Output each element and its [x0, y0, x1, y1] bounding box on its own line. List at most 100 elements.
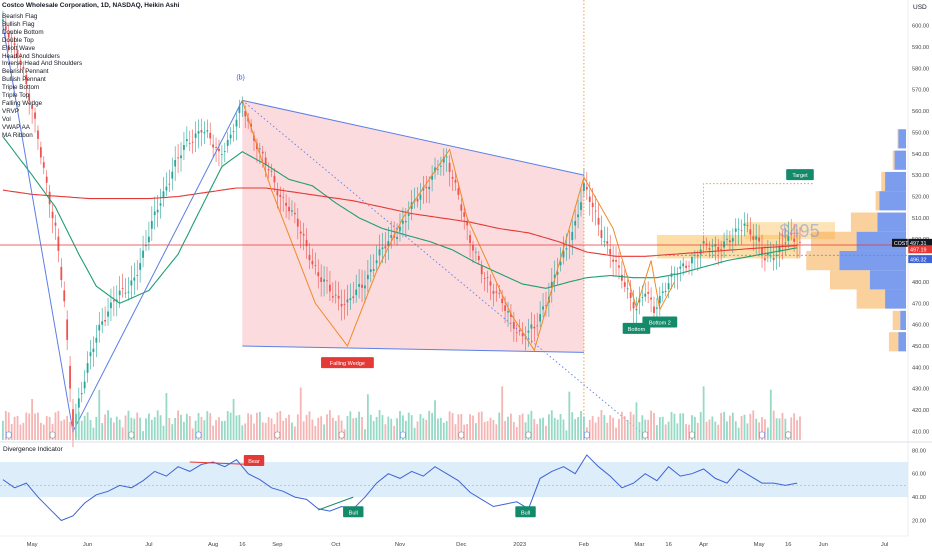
candle-body — [229, 134, 232, 139]
volume-bar — [45, 415, 48, 440]
candle-body — [737, 228, 740, 230]
cost-price-badge-prefix: COST — [894, 241, 909, 247]
candle-body — [235, 119, 238, 127]
volume-bar — [124, 415, 127, 440]
volume-bar — [474, 423, 477, 440]
volume-bar — [153, 417, 156, 440]
candle-body — [653, 306, 655, 313]
candle-body — [226, 139, 229, 146]
event-marker — [458, 431, 465, 439]
volume-bar — [448, 411, 451, 440]
candle-body — [425, 186, 428, 189]
volume-bar — [375, 416, 378, 440]
volume-bar — [188, 415, 191, 440]
elliott-wave-label: (b) — [236, 74, 245, 81]
volume-bar — [708, 419, 711, 440]
candle-body — [89, 352, 92, 357]
bear-divergence-line — [189, 461, 249, 465]
price-tick-label: 510.00 — [912, 216, 929, 222]
candle-body — [349, 298, 352, 300]
candle-body — [72, 409, 74, 433]
volume-bar — [775, 418, 778, 440]
volume-bar — [34, 413, 36, 440]
candle-body — [623, 282, 626, 287]
volume-bar — [77, 411, 80, 440]
volume-bar — [749, 413, 752, 440]
event-marker — [584, 431, 590, 439]
candle-body — [101, 321, 104, 325]
volume-bar — [477, 412, 480, 440]
price-tick-label: 560.00 — [912, 109, 929, 115]
volume-bar — [635, 402, 638, 440]
volume-bar — [145, 418, 147, 440]
ma-short-line — [2, 136, 798, 304]
candle-body — [565, 248, 568, 250]
candle-body — [69, 365, 71, 389]
volume-profile-bar-down — [856, 289, 886, 309]
volume-profile-bar-up — [879, 191, 906, 211]
candle-body — [442, 156, 445, 163]
candle-body — [696, 255, 699, 257]
volume-bar — [431, 412, 434, 440]
candle-body — [600, 230, 603, 238]
candle-body — [7, 33, 10, 38]
event-marker — [49, 431, 56, 439]
volume-bar — [562, 419, 565, 440]
candle-body — [165, 186, 168, 191]
candle-body — [585, 186, 588, 190]
candle-body — [264, 157, 267, 166]
volume-bar — [679, 413, 682, 440]
volume-bar — [714, 421, 717, 440]
candle-body — [110, 302, 112, 309]
candle-body — [305, 239, 308, 247]
volume-bar — [247, 413, 250, 440]
candle-body — [10, 37, 13, 39]
volume-bar — [743, 414, 746, 440]
volume-bar — [764, 419, 766, 440]
candle-body — [127, 291, 130, 293]
volume-bar — [664, 424, 667, 440]
time-tick-label: Feb — [579, 542, 589, 548]
price-tick-label: 590.00 — [912, 45, 929, 51]
candle-body — [550, 281, 553, 288]
candle-body — [282, 196, 285, 198]
volume-bar — [80, 420, 83, 440]
time-tick-label: Sep — [272, 542, 282, 548]
volume-bar — [536, 424, 539, 440]
price-tick-label: 600.00 — [912, 24, 929, 30]
event-marker — [642, 431, 649, 439]
candle-body — [492, 291, 495, 294]
candle-body — [346, 299, 349, 303]
candle-body — [460, 204, 463, 211]
candle-body — [457, 188, 460, 195]
candle-body — [31, 104, 34, 109]
volume-bar — [311, 419, 314, 440]
price-tick-label: 530.00 — [912, 173, 929, 179]
candle-body — [86, 363, 89, 373]
volume-bar — [533, 419, 536, 440]
volume-bar — [89, 420, 92, 440]
volume-bar — [317, 417, 320, 440]
candle-body — [276, 190, 279, 196]
volume-bar — [480, 411, 483, 440]
candle-body — [533, 326, 536, 329]
volume-bar — [425, 419, 428, 440]
candle-body — [515, 332, 518, 334]
candle-body — [241, 102, 244, 104]
candle-body — [644, 293, 647, 297]
price-tick-label: 520.00 — [912, 195, 929, 201]
volume-bar — [653, 412, 655, 440]
target-dotted-line — [703, 183, 815, 248]
volume-bar — [702, 386, 705, 440]
candle-body — [743, 223, 746, 226]
volume-bar — [323, 424, 325, 440]
bottom-2-label-bg — [642, 316, 678, 328]
candle-body — [790, 233, 793, 235]
volume-bar — [282, 420, 285, 440]
candle-body — [2, 19, 4, 22]
time-tick-label: Jul — [881, 542, 888, 548]
volume-bar — [504, 420, 506, 440]
candle-body — [761, 247, 763, 254]
candle-body — [279, 195, 282, 197]
price-tick-label: 480.00 — [912, 280, 929, 286]
